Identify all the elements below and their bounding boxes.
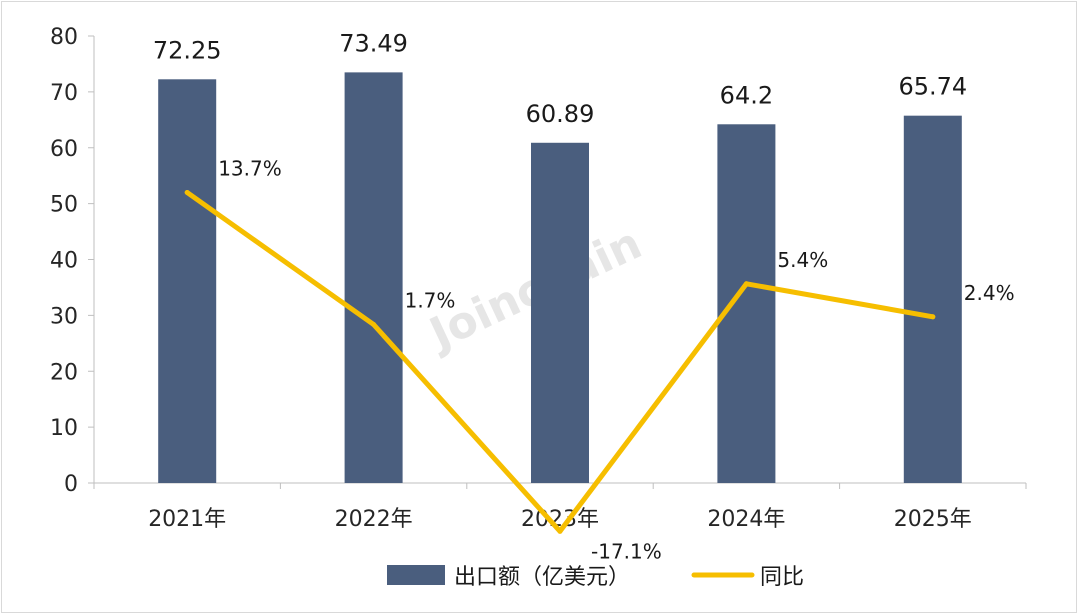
line-series (184, 190, 936, 534)
x-tick-label: 2021年 (148, 507, 226, 532)
x-tick-label: 2025年 (894, 507, 972, 532)
legend-bar-swatch (387, 565, 445, 585)
legend-bar-label: 出口额（亿美元） (454, 565, 630, 590)
bar-value-label: 73.49 (339, 29, 408, 57)
y-tick-label: 20 (50, 360, 78, 385)
x-tick-label: 2022年 (335, 507, 413, 532)
bar (158, 79, 217, 483)
y-tick-label: 40 (50, 249, 78, 274)
bar-value-label: 65.74 (898, 73, 967, 101)
legend: 出口额（亿美元） 同比 (387, 565, 804, 590)
y-tick-label: 60 (50, 137, 78, 162)
y-tick-label: 70 (50, 81, 78, 106)
x-tick-label: 2024年 (707, 507, 785, 532)
y-tick-label: 10 (50, 416, 78, 441)
bar-value-label: 60.89 (526, 100, 595, 128)
x-axis: 2021年 2022年 2023年 2024年 2025年 (93, 482, 1027, 532)
yoy-value-label: 5.4% (777, 248, 828, 272)
y-tick-label: 30 (50, 304, 78, 329)
bar (344, 72, 403, 483)
bar (531, 142, 589, 483)
yoy-point (930, 314, 936, 320)
yoy-value-label: -17.1% (591, 539, 662, 563)
yoy-value-label: 2.4% (964, 281, 1015, 305)
bar-value-label: 72.25 (153, 36, 222, 64)
y-tick-label: 80 (50, 25, 78, 50)
y-tick-label: 0 (64, 472, 78, 497)
yoy-point (743, 281, 749, 287)
yoy-point (371, 322, 377, 327)
legend-line-label: 同比 (760, 565, 804, 590)
yoy-point (557, 528, 563, 534)
yoy-value-label: 13.7% (218, 157, 282, 181)
bar-series (158, 72, 962, 484)
y-tick-label: 50 (50, 193, 78, 218)
bar-value-label: 64.2 (720, 81, 773, 109)
data-labels: 72.25 73.49 60.89 64.2 65.74 13.7% 1.7% -17.1% 5… (153, 29, 1015, 563)
yoy-point (184, 190, 190, 195)
y-axis: 0 10 20 30 40 50 60 70 80 (50, 25, 95, 497)
bar (903, 115, 962, 484)
yoy-value-label: 1.7% (405, 289, 456, 313)
bar (717, 124, 776, 483)
